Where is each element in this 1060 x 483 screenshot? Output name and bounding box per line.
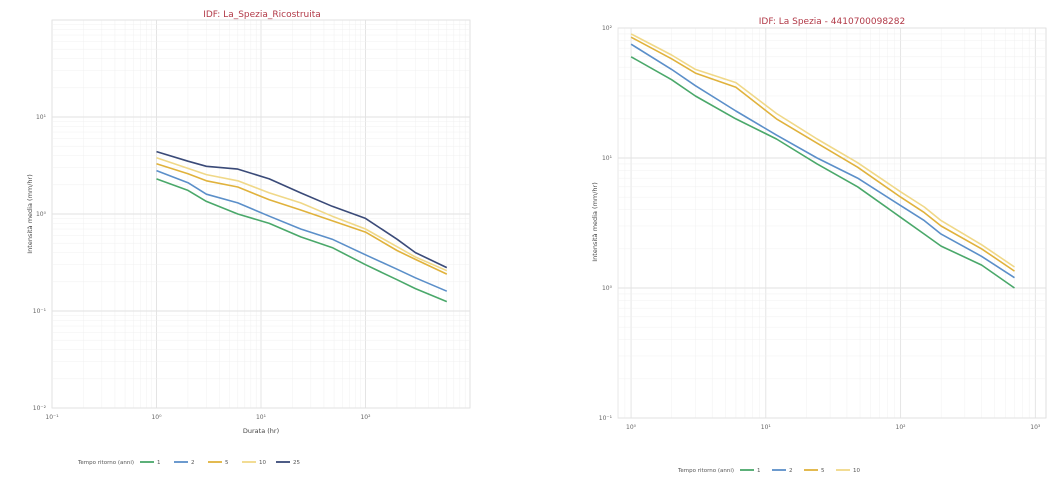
- series-line-10: [630, 33, 1015, 268]
- y-axis-label: Intensità media (mm/hr): [26, 174, 34, 254]
- legend-label: 1: [157, 460, 161, 466]
- y-tick-label: 10¹: [36, 114, 47, 121]
- y-tick-label: 10⁻¹: [599, 415, 613, 422]
- series-line-1: [156, 178, 448, 303]
- chart-2: 10⁰ 10¹ 10² 10³ 10⁻¹ 10⁰ 10¹ 10² IDF: La Spezia …: [591, 17, 1047, 474]
- series-line-5: [156, 162, 448, 275]
- x-axis-label: Durata (hr): [243, 427, 279, 435]
- legend-title: Tempo ritorno (anni): [677, 468, 734, 474]
- legend-label: 5: [225, 460, 229, 466]
- y-tick-label: 10⁰: [36, 211, 47, 218]
- legend-label: 10: [853, 468, 860, 474]
- chart-1: 10⁻¹ 10⁰ 10¹ 10² 10⁻² 10⁻¹ 10⁰ 10¹ IDF: La_Spezi…: [26, 10, 471, 466]
- series-line-25: [156, 150, 448, 269]
- y-tick-label: 10⁰: [602, 285, 613, 292]
- legend-label: 5: [821, 468, 825, 474]
- legend-label: 2: [191, 460, 195, 466]
- legend-title: Tempo ritorno (anni): [77, 460, 134, 466]
- x-tick-label: 10⁰: [626, 424, 637, 431]
- legend: Tempo ritorno (anni) 1 2 5 10 25: [77, 460, 301, 466]
- legend-label: 10: [259, 460, 266, 466]
- x-tick-label: 10²: [360, 414, 371, 421]
- x-tick-label: 10³: [1030, 424, 1041, 431]
- series-line-5: [630, 36, 1015, 272]
- series-line-2: [630, 43, 1015, 279]
- y-tick-label: 10⁻¹: [33, 308, 47, 315]
- grid-lines: [617, 27, 1046, 419]
- y-axis-label: Intensità media (mm/hr): [591, 182, 599, 262]
- x-tick-label: 10¹: [256, 414, 267, 421]
- series-line-1: [630, 56, 1015, 289]
- chart-title: IDF: La Spezia - 4410700098282: [759, 17, 905, 27]
- series-line-10: [156, 157, 448, 272]
- legend-label: 2: [789, 468, 793, 474]
- x-tick-label: 10⁰: [151, 414, 162, 421]
- legend-label: 1: [757, 468, 761, 474]
- x-tick-label: 10¹: [761, 424, 772, 431]
- grid-lines: [51, 19, 471, 409]
- series-line-2: [156, 169, 448, 292]
- y-tick-label: 10²: [602, 25, 613, 32]
- y-tick-label: 10⁻²: [33, 405, 47, 412]
- plot-panel: [617, 27, 1047, 419]
- x-tick-label: 10⁻¹: [45, 414, 59, 421]
- y-tick-label: 10¹: [602, 155, 613, 162]
- legend-label: 25: [293, 460, 300, 466]
- chart-title: IDF: La_Spezia_Ricostruita: [203, 10, 321, 20]
- x-tick-label: 10²: [896, 424, 907, 431]
- legend: Tempo ritorno (anni) 1 2 5 10: [677, 468, 861, 474]
